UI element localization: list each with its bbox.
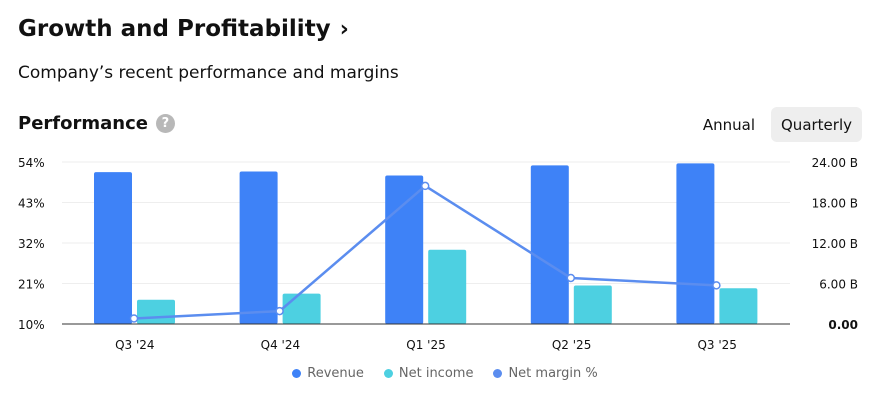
revenue-bar	[530, 165, 569, 324]
x-tick-label: Q2 '25	[552, 338, 591, 352]
section-title-link[interactable]: Growth and Profitability ›	[18, 16, 349, 42]
net-margin-point	[129, 314, 139, 323]
annual-button[interactable]: Annual	[693, 107, 765, 142]
net-income-bar	[428, 249, 467, 324]
x-tick-label: Q4 '24	[261, 338, 300, 352]
net-margin-point	[420, 181, 430, 191]
legend-revenue-dot	[292, 369, 302, 378]
legend-net-income-label: Net income	[398, 366, 474, 381]
legend-net-income[interactable]: Net income	[383, 366, 474, 381]
net-margin-point	[566, 273, 576, 283]
net-margin-point	[712, 281, 721, 290]
legend-net-margin[interactable]: Net margin %	[493, 366, 598, 381]
revenue-bar	[676, 163, 715, 324]
period-toggle: Annual Quarterly	[693, 107, 862, 142]
performance-header: Performance ?	[18, 113, 175, 134]
quarterly-button[interactable]: Quarterly	[771, 107, 862, 142]
net-income-bar	[282, 293, 321, 324]
performance-title: Performance	[18, 113, 148, 134]
y-right-tick: 24.00 B	[812, 156, 858, 170]
subtitle: Company’s recent performance and margins	[18, 63, 399, 83]
y-left-tick: 43%	[18, 197, 45, 211]
net-margin-line	[133, 184, 717, 320]
net-income-bar	[573, 285, 612, 324]
net-margin-point	[275, 306, 284, 316]
revenue-bar	[239, 171, 278, 324]
y-right-tick: 0.00	[828, 318, 858, 332]
y-left-tick: 10%	[18, 318, 45, 332]
chart-legend: Revenue Net income Net margin %	[0, 366, 890, 381]
x-tick-label: Q3 '24	[115, 338, 154, 352]
net-income-bar	[719, 288, 758, 324]
y-right-tick: 6.00 B	[819, 278, 858, 292]
net-income-bar	[137, 299, 175, 324]
y-right-tick: 12.00 B	[812, 237, 858, 251]
y-left-tick: 54%	[18, 156, 45, 170]
y-right-tick: 18.00 B	[812, 197, 858, 211]
x-tick-label: Q1 '25	[406, 338, 445, 352]
title-text: Growth and Profitability	[18, 16, 331, 42]
legend-net-margin-label: Net margin %	[508, 366, 598, 381]
chevron-right-icon: ›	[339, 16, 349, 42]
x-tick-label: Q3 '25	[697, 338, 736, 352]
legend-net-income-dot	[383, 369, 393, 378]
revenue-bar	[94, 172, 132, 324]
legend-revenue[interactable]: Revenue	[292, 366, 364, 381]
legend-net-margin-dot	[493, 369, 503, 378]
performance-chart: 54% 24.00 B 43% 18.00 B 32% 12.00 B 21% 6.00 B 1…	[18, 156, 858, 352]
y-left-tick: 32%	[18, 237, 45, 251]
y-left-tick: 21%	[18, 278, 45, 292]
revenue-bar	[385, 175, 424, 324]
help-icon[interactable]: ?	[155, 114, 175, 133]
legend-revenue-label: Revenue	[307, 366, 364, 381]
